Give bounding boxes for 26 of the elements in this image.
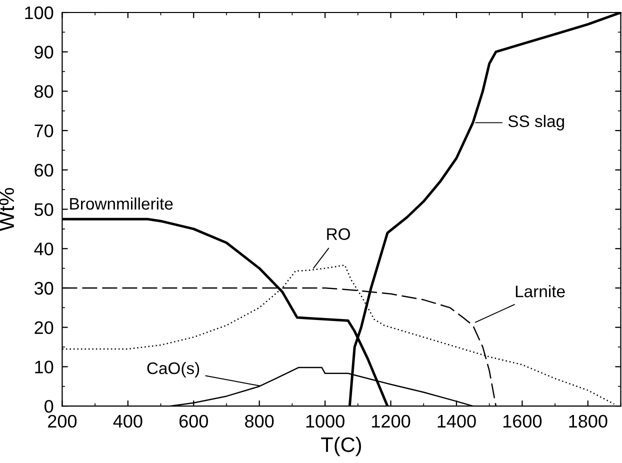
y-tick-label: 90 bbox=[34, 46, 54, 59]
y-tick-label: 30 bbox=[34, 282, 54, 295]
y-tick-label: 20 bbox=[34, 321, 54, 334]
y-tick-label: 100 bbox=[25, 6, 54, 20]
y-tick-label: 60 bbox=[34, 164, 54, 177]
x-tick-label: 1600 bbox=[503, 414, 542, 428]
y-tick-label: 80 bbox=[34, 85, 54, 98]
annotation: SS slag bbox=[508, 114, 564, 130]
y-tick-label: 40 bbox=[34, 242, 54, 256]
x-tick-label: 1400 bbox=[438, 414, 476, 428]
y-tick-label: 50 bbox=[34, 203, 54, 216]
x-tick-label: 800 bbox=[245, 414, 274, 428]
x-tick-label: 400 bbox=[113, 414, 142, 428]
annotation: CaO(s) bbox=[147, 362, 200, 378]
annotation: Brownmillerite bbox=[70, 197, 173, 210]
x-axis-title: T(C) bbox=[321, 436, 362, 456]
x-tick-label: 600 bbox=[179, 414, 208, 428]
x-tick-label: 1200 bbox=[372, 414, 410, 428]
y-tick-label: 70 bbox=[34, 124, 54, 138]
x-tick-label: 1800 bbox=[569, 414, 608, 428]
y-tick-label: 0 bbox=[44, 400, 54, 413]
x-tick-label: 200 bbox=[48, 414, 77, 428]
annotation: RO bbox=[327, 228, 350, 240]
annotation: Larnite bbox=[516, 285, 565, 298]
y-tick-label: 10 bbox=[35, 360, 54, 374]
x-tick-label: 1000 bbox=[306, 414, 344, 428]
